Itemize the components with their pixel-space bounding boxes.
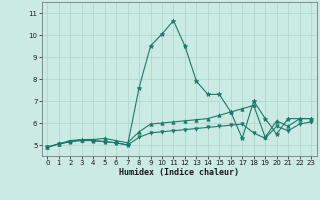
- X-axis label: Humidex (Indice chaleur): Humidex (Indice chaleur): [119, 168, 239, 177]
